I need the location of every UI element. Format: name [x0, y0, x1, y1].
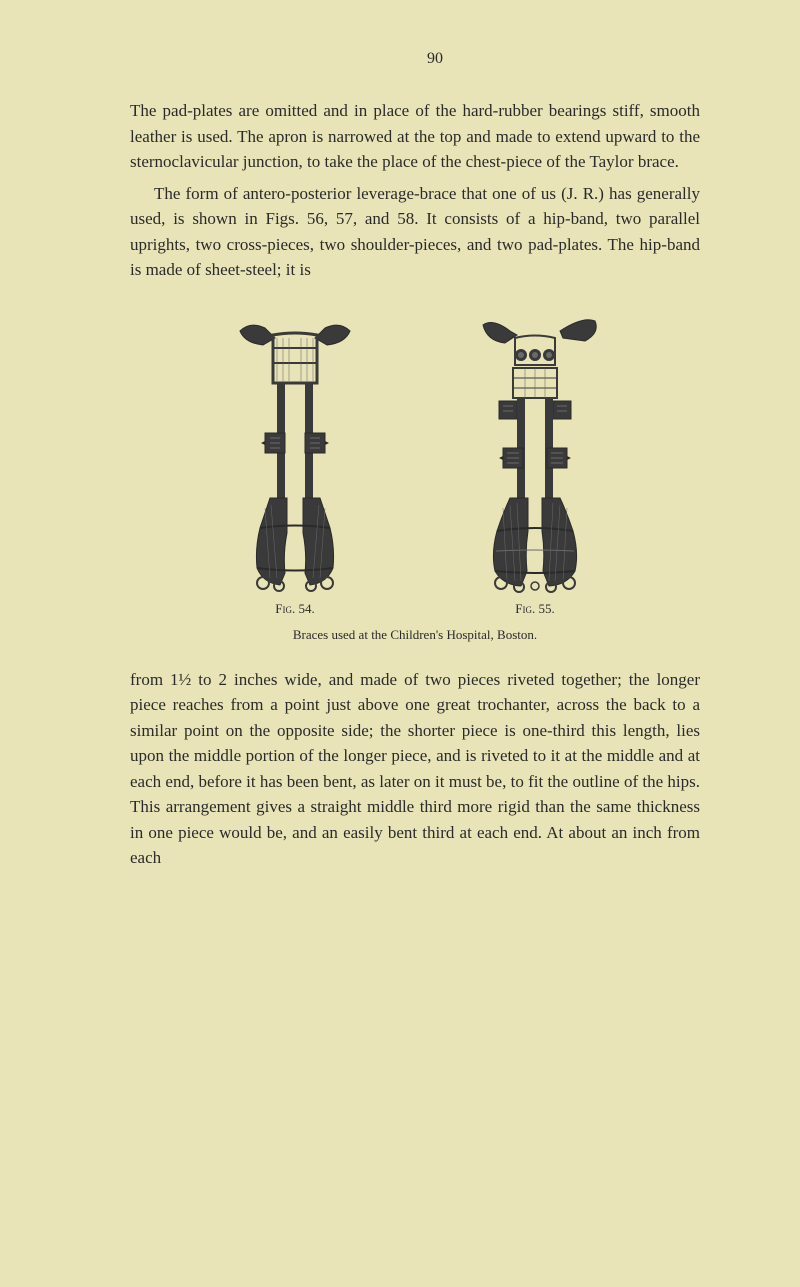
figure-55-label: Fig. 55. [515, 601, 554, 617]
brace-illustration-55 [455, 313, 615, 593]
figure-54: Fig. 54. [215, 313, 375, 617]
figure-54-label: Fig. 54. [275, 601, 314, 617]
figures-caption: Braces used at the Children's Hospital, … [130, 627, 700, 643]
brace-illustration-54 [215, 313, 375, 593]
paragraph-2: The form of antero-posterior leverage-br… [130, 181, 700, 283]
figures-row: Fig. 54. [130, 313, 700, 617]
figure-55: Fig. 55. [455, 313, 615, 617]
paragraph-1: The pad-plates are omitted and in place … [130, 98, 700, 175]
page-number: 90 [170, 50, 700, 68]
paragraph-3: from 1½ to 2 inches wide, and made of tw… [130, 667, 700, 871]
